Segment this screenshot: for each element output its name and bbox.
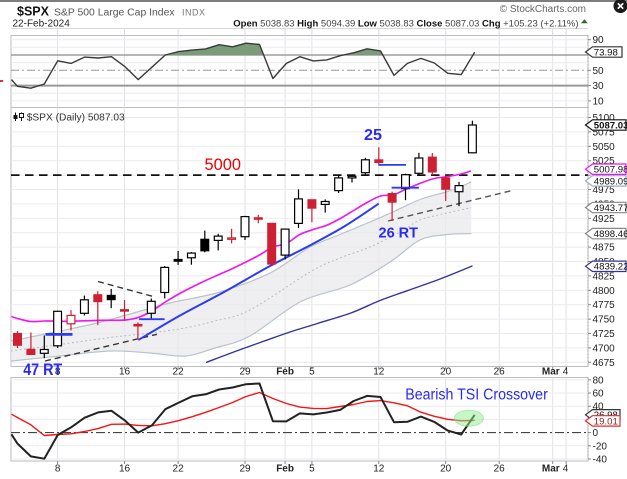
svg-text:4825: 4825 (593, 271, 616, 282)
svg-text:5: 5 (309, 367, 315, 378)
svg-text:© StockCharts.com: © StockCharts.com (500, 4, 586, 15)
svg-text:$SPX: $SPX (17, 5, 50, 19)
svg-text:22-Feb-2024: 22-Feb-2024 (13, 18, 71, 29)
svg-text:20: 20 (440, 464, 452, 475)
svg-text:25: 25 (364, 127, 382, 144)
svg-text:4925: 4925 (593, 214, 616, 225)
svg-text:5007.98: 5007.98 (594, 165, 627, 176)
svg-text:22: 22 (173, 367, 185, 378)
svg-text:4898.46: 4898.46 (594, 229, 627, 240)
svg-text:4943.77: 4943.77 (594, 203, 627, 214)
svg-text:4: 4 (563, 464, 569, 475)
svg-text:5100: 5100 (593, 113, 616, 124)
svg-text:4975: 4975 (593, 185, 616, 196)
svg-text:8: 8 (55, 367, 61, 378)
svg-text:4750: 4750 (593, 315, 616, 326)
svg-text:26: 26 (494, 367, 506, 378)
svg-text:S&P 500 Large Cap Index: S&P 500 Large Cap Index (54, 8, 175, 19)
svg-text:50: 50 (593, 66, 605, 77)
svg-text:4700: 4700 (593, 343, 616, 354)
svg-text:73.98: 73.98 (594, 47, 618, 58)
svg-text:Mar: Mar (542, 367, 560, 378)
svg-text:29: 29 (239, 367, 251, 378)
svg-text:26: 26 (494, 464, 506, 475)
svg-text:40: 40 (593, 402, 605, 413)
svg-text:80: 80 (593, 375, 605, 386)
svg-text:5000: 5000 (205, 155, 242, 174)
svg-text:Mar: Mar (542, 464, 560, 475)
svg-text:4989.09: 4989.09 (594, 176, 627, 187)
svg-text:Feb: Feb (276, 367, 294, 378)
svg-text:4839.22: 4839.22 (594, 262, 627, 273)
svg-text:8: 8 (55, 464, 61, 475)
svg-text:10: 10 (593, 96, 605, 107)
svg-text:5087.03: 5087.03 (594, 120, 627, 131)
svg-text:5050: 5050 (593, 142, 616, 153)
svg-text:4875: 4875 (593, 243, 616, 254)
svg-text:0: 0 (593, 428, 599, 439)
svg-text:22: 22 (173, 464, 185, 475)
svg-text:19.01: 19.01 (594, 416, 618, 427)
svg-text:12: 12 (373, 367, 385, 378)
svg-text:4800: 4800 (593, 286, 616, 297)
svg-text:5: 5 (309, 464, 315, 475)
svg-text:$SPX (Daily) 5087.03: $SPX (Daily) 5087.03 (27, 113, 125, 124)
svg-text:30: 30 (593, 81, 605, 92)
svg-text:4: 4 (563, 367, 569, 378)
svg-text:Open 5038.83 High 5094.39 Low: Open 5038.83 High 5094.39 Low 5038.83 Cl… (233, 18, 578, 29)
svg-text:Bearish TSI Crossover: Bearish TSI Crossover (405, 386, 548, 403)
svg-text:16: 16 (119, 464, 131, 475)
svg-text:-20: -20 (593, 441, 608, 452)
svg-text:INDX: INDX (182, 8, 206, 18)
svg-text:16: 16 (119, 367, 131, 378)
svg-text:20: 20 (440, 367, 452, 378)
svg-text:5075: 5075 (593, 127, 616, 138)
svg-text:-40: -40 (593, 455, 608, 466)
svg-text:29: 29 (239, 464, 251, 475)
svg-text:Feb: Feb (276, 464, 294, 475)
svg-text:12: 12 (373, 464, 385, 475)
svg-text:4675: 4675 (593, 358, 616, 369)
svg-text:90: 90 (593, 35, 605, 46)
svg-text:47 RT: 47 RT (23, 361, 62, 379)
svg-text:60: 60 (593, 389, 605, 400)
svg-text:26 RT: 26 RT (379, 225, 419, 242)
svg-text:5025: 5025 (593, 156, 616, 167)
svg-text:4775: 4775 (593, 300, 616, 311)
svg-text:4725: 4725 (593, 329, 616, 340)
